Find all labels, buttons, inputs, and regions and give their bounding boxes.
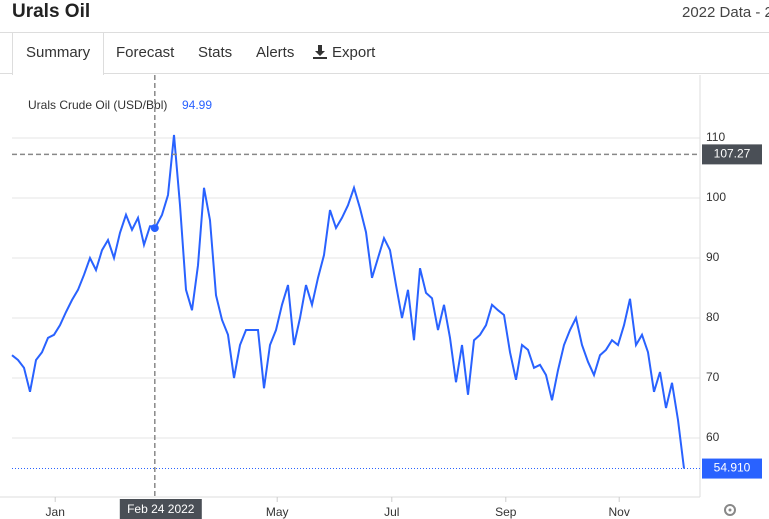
x-tick-label: Nov	[609, 505, 630, 519]
chart: Urals Crude Oil (USD/Bbl) 94.99 60 70 80 90…	[0, 75, 762, 519]
x-tick-label: Sep	[495, 505, 517, 519]
crosshair-x-badge	[119, 499, 202, 519]
x-tick-label: Jan	[46, 505, 65, 519]
tab[interactable]: Export	[332, 44, 376, 61]
crosshair-x-label: Feb 24 2022	[127, 502, 195, 516]
y-tick-label: 110	[706, 130, 725, 144]
last-value-badge	[702, 458, 762, 479]
x-tick-label: May	[266, 505, 289, 519]
y-tick-label: 80	[706, 310, 720, 324]
page-title: Urals Oil	[12, 1, 91, 22]
crosshair-y-badge	[702, 144, 762, 165]
settings-icon[interactable]	[724, 504, 736, 516]
download-icon[interactable]	[312, 44, 328, 60]
tab-bar: Summary Forecast Stats Alerts Export	[0, 32, 769, 75]
y-tick-label: 60	[706, 430, 720, 444]
date-range[interactable]: 2022 Data - 2	[682, 4, 769, 21]
y-tick-label: 70	[706, 370, 720, 384]
tab[interactable]: Forecast	[116, 44, 175, 61]
tab[interactable]: Stats	[198, 44, 233, 61]
series-label: Urals Crude Oil (USD/Bbl)	[28, 98, 167, 112]
x-tick-label: Jul	[384, 505, 399, 519]
hover-dot	[150, 224, 159, 233]
crosshair-y-label: 107.27	[714, 147, 751, 161]
price-line	[11, 134, 685, 469]
y-tick-label: 100	[706, 190, 726, 204]
last-value-label: 54.910	[714, 461, 751, 475]
y-tick-label: 90	[706, 250, 720, 264]
tab[interactable]: Summary	[12, 33, 105, 75]
tab[interactable]: Alerts	[256, 44, 295, 61]
hover-value: 94.99	[182, 98, 212, 112]
